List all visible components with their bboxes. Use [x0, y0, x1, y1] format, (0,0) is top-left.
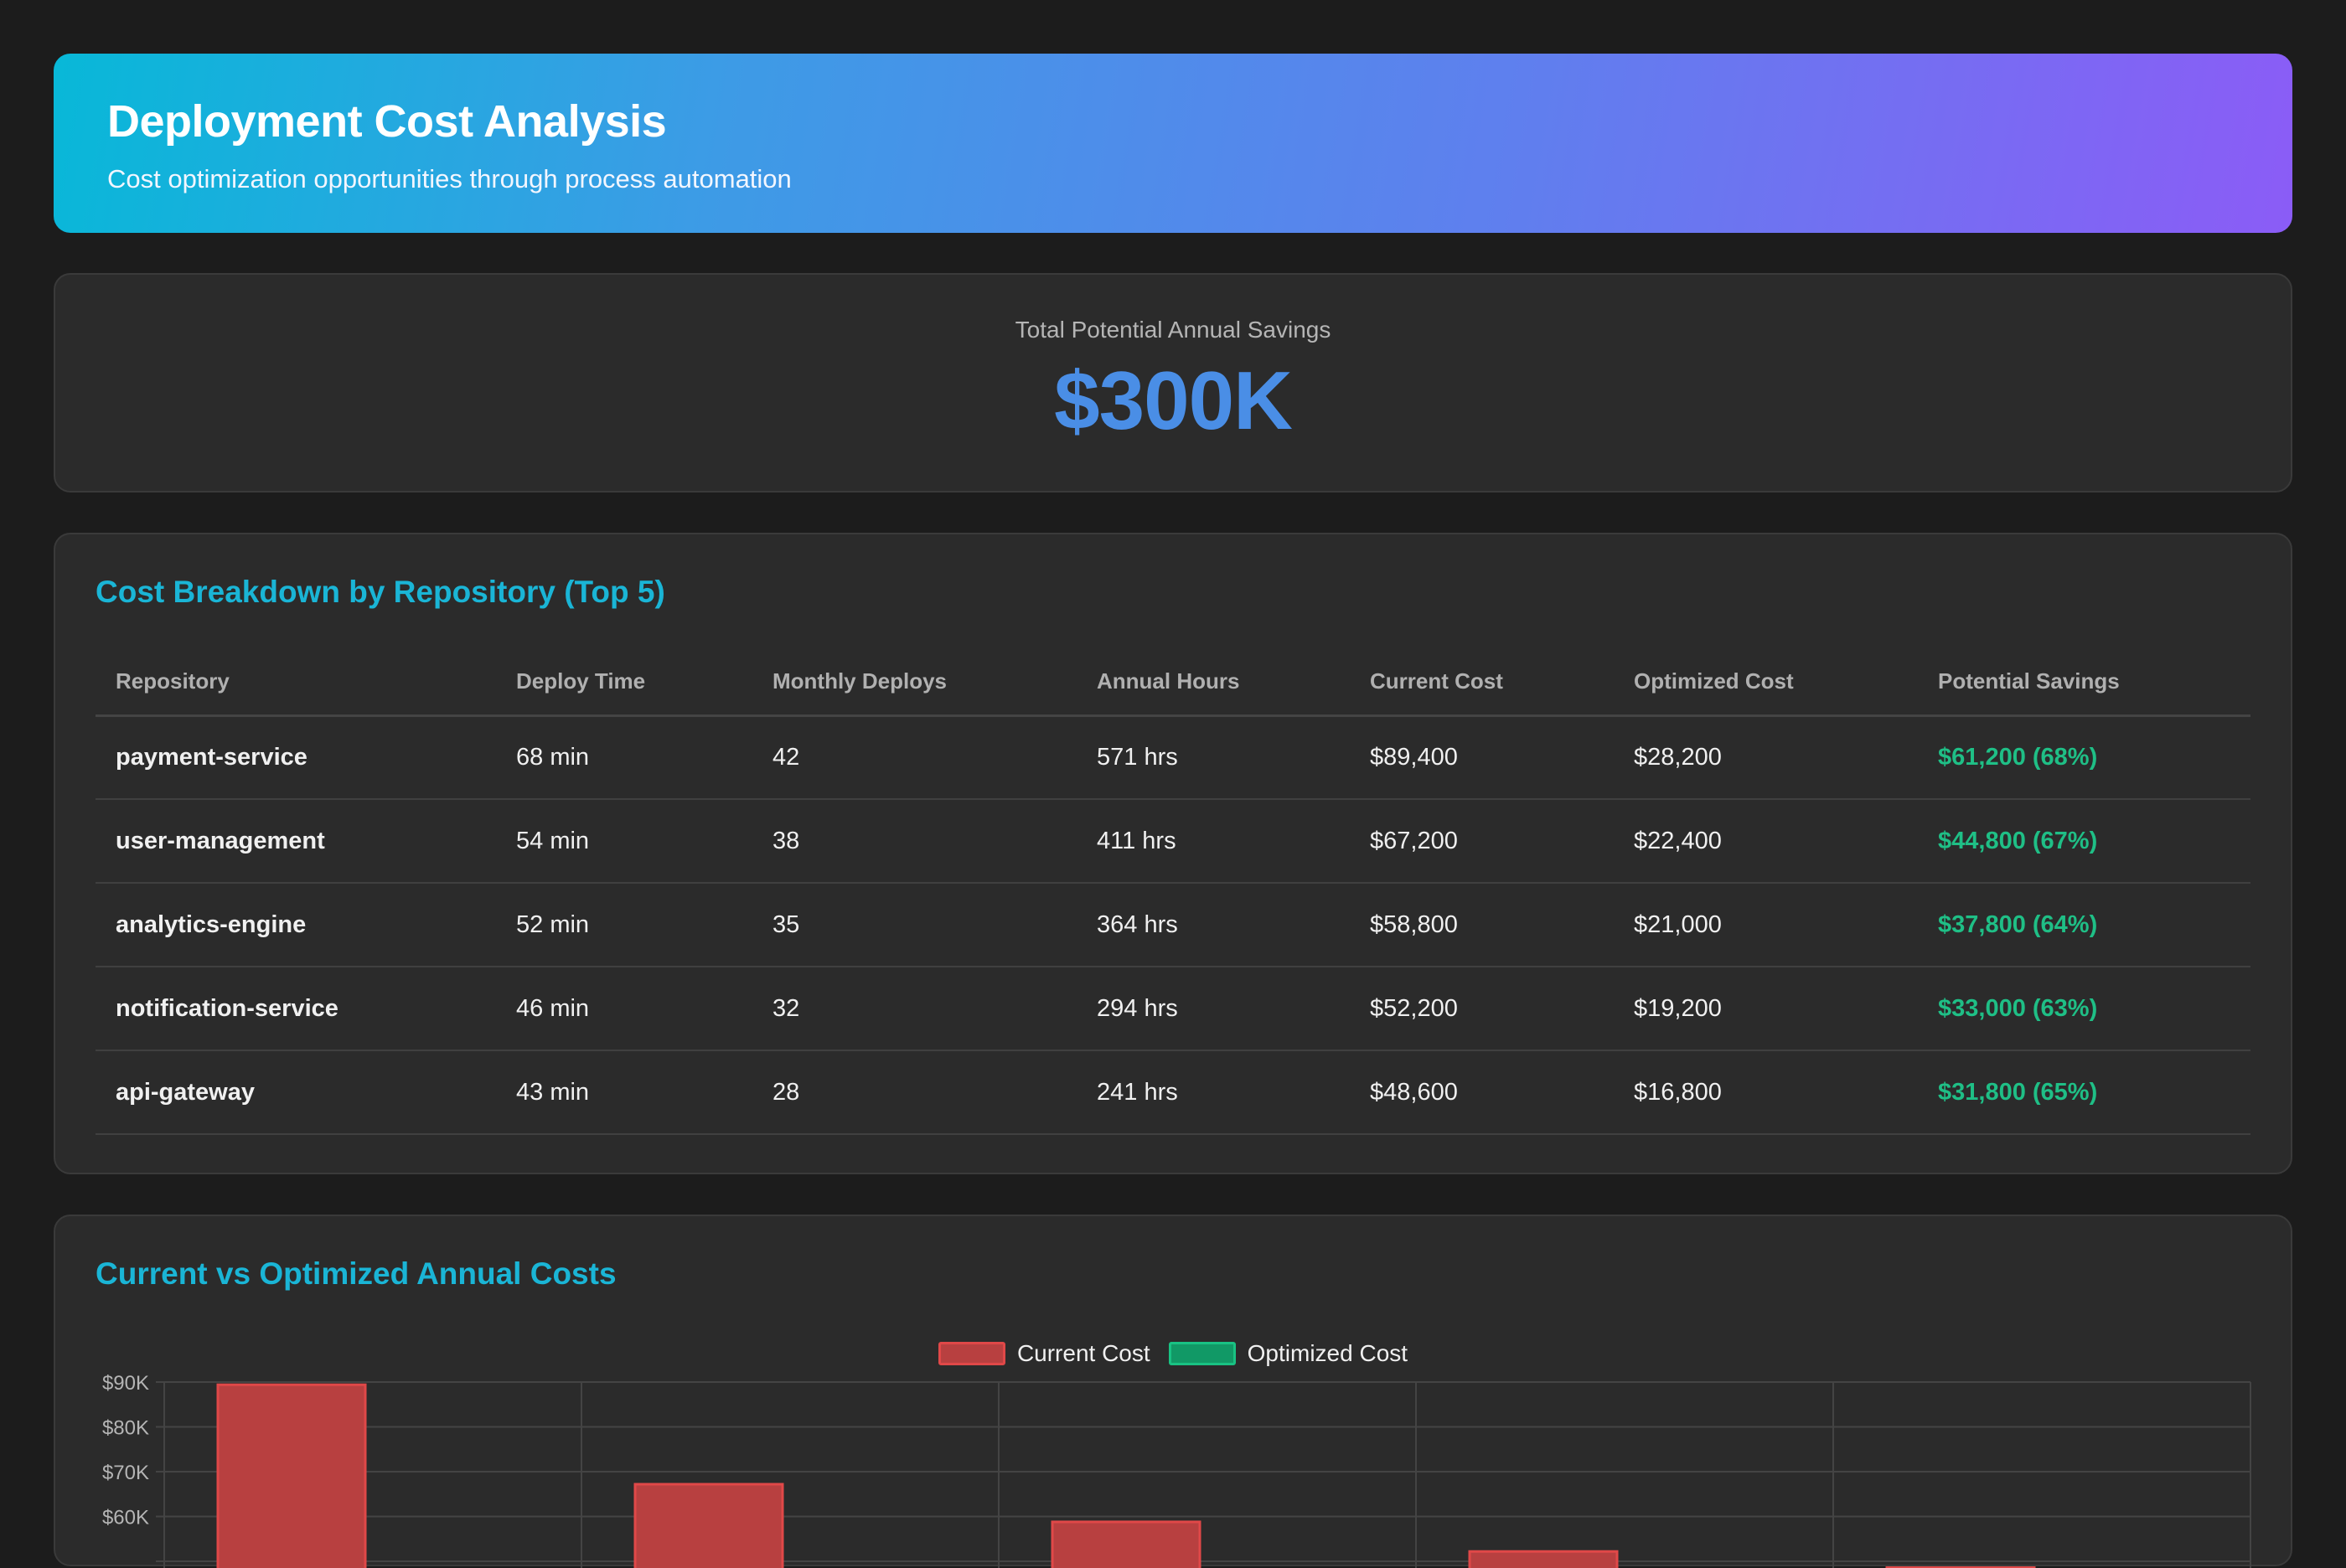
y-tick-label: $60K	[102, 1507, 149, 1529]
cell-deploy-time: 46 min	[496, 967, 752, 1051]
cell-annual-hours: 411 hrs	[1077, 799, 1350, 884]
cell-optimized-cost: $16,800	[1614, 1050, 1918, 1135]
chart-title: Current vs Optimized Annual Costs	[96, 1256, 617, 1291]
table-header-row: Repository Deploy Time Monthly Deploys A…	[96, 648, 2250, 717]
cell-current-cost: $67,200	[1350, 799, 1614, 884]
y-tick-label: $90K	[102, 1372, 149, 1395]
cell-annual-hours: 571 hrs	[1077, 715, 1350, 800]
cell-deploy-time: 54 min	[496, 799, 752, 884]
bar-current-notification-service	[1468, 1550, 1619, 1568]
cell-monthly-deploys: 42	[752, 715, 1077, 800]
cell-potential-savings: $33,000 (63%)	[1918, 967, 2250, 1051]
savings-value: $300K	[1054, 354, 1293, 446]
cost-breakdown-table: Repository Deploy Time Monthly Deploys A…	[96, 648, 2250, 1135]
cell-repository: notification-service	[96, 967, 496, 1051]
table-row: api-gateway 43 min 28 241 hrs $48,600 $1…	[96, 1050, 2250, 1135]
table-row: user-management 54 min 38 411 hrs $67,20…	[96, 799, 2250, 884]
cell-potential-savings: $61,200 (68%)	[1918, 715, 2250, 800]
cell-optimized-cost: $28,200	[1614, 715, 1918, 800]
cell-repository: analytics-engine	[96, 883, 496, 967]
cell-potential-savings: $31,800 (65%)	[1918, 1050, 2250, 1135]
cell-annual-hours: 241 hrs	[1077, 1050, 1350, 1135]
table-row: notification-service 46 min 32 294 hrs $…	[96, 967, 2250, 1051]
legend-label-current: Current Cost	[1016, 1340, 1150, 1366]
column-header-current-cost: Current Cost	[1350, 648, 1614, 717]
cell-optimized-cost: $22,400	[1614, 799, 1918, 884]
legend-item-optimized[interactable]: Optimized Cost	[1168, 1340, 1408, 1367]
cell-optimized-cost: $21,000	[1614, 883, 1918, 967]
cell-annual-hours: 294 hrs	[1077, 967, 1350, 1051]
bar-current-payment-service	[216, 1383, 367, 1568]
y-tick-label: $80K	[102, 1417, 149, 1440]
cell-optimized-cost: $19,200	[1614, 967, 1918, 1051]
cell-current-cost: $48,600	[1350, 1050, 1614, 1135]
legend-swatch-current	[938, 1342, 1005, 1365]
cell-monthly-deploys: 35	[752, 883, 1077, 967]
bar-current-user-management	[633, 1483, 784, 1568]
cell-repository: payment-service	[96, 715, 496, 800]
column-header-deploy-time: Deploy Time	[496, 648, 752, 717]
cost-breakdown-card: Cost Breakdown by Repository (Top 5) Rep…	[54, 533, 2292, 1174]
cell-deploy-time: 52 min	[496, 883, 752, 967]
savings-summary-card: Total Potential Annual Savings $300K	[54, 273, 2292, 493]
y-tick-label: $70K	[102, 1462, 149, 1484]
column-header-optimized-cost: Optimized Cost	[1614, 648, 1918, 717]
cell-repository: user-management	[96, 799, 496, 884]
legend-swatch-optimized	[1168, 1342, 1236, 1365]
page-title: Deployment Cost Analysis	[107, 96, 667, 147]
column-header-monthly-deploys: Monthly Deploys	[752, 648, 1077, 717]
cell-monthly-deploys: 28	[752, 1050, 1077, 1135]
legend-label-optimized: Optimized Cost	[1247, 1340, 1408, 1366]
bar-current-analytics-engine	[1051, 1520, 1201, 1568]
page-subtitle: Cost optimization opportunities through …	[107, 164, 792, 193]
cell-potential-savings: $44,800 (67%)	[1918, 799, 2250, 884]
cell-current-cost: $58,800	[1350, 883, 1614, 967]
cost-breakdown-title: Cost Breakdown by Repository (Top 5)	[96, 575, 665, 609]
chart-legend: Current Cost Optimized Cost	[55, 1340, 2291, 1367]
cell-monthly-deploys: 32	[752, 967, 1077, 1051]
column-header-potential-savings: Potential Savings	[1918, 648, 2250, 717]
header-banner: Deployment Cost Analysis Cost optimizati…	[54, 54, 2292, 233]
cell-potential-savings: $37,800 (64%)	[1918, 883, 2250, 967]
legend-item-current[interactable]: Current Cost	[938, 1340, 1150, 1367]
cell-deploy-time: 43 min	[496, 1050, 752, 1135]
cell-deploy-time: 68 min	[496, 715, 752, 800]
cost-bar-chart: $90K $80K $70K $60K	[102, 1372, 2251, 1568]
column-header-annual-hours: Annual Hours	[1077, 648, 1350, 717]
savings-label: Total Potential Annual Savings	[1015, 317, 1331, 343]
column-header-repository: Repository	[96, 648, 496, 717]
table-row: payment-service 68 min 42 571 hrs $89,40…	[96, 715, 2250, 800]
cell-current-cost: $89,400	[1350, 715, 1614, 800]
cell-annual-hours: 364 hrs	[1077, 883, 1350, 967]
table-row: analytics-engine 52 min 35 364 hrs $58,8…	[96, 883, 2250, 967]
cell-current-cost: $52,200	[1350, 967, 1614, 1051]
cell-repository: api-gateway	[96, 1050, 496, 1135]
cost-chart-card: Current vs Optimized Annual Costs Curren…	[54, 1215, 2292, 1568]
cell-monthly-deploys: 38	[752, 799, 1077, 884]
